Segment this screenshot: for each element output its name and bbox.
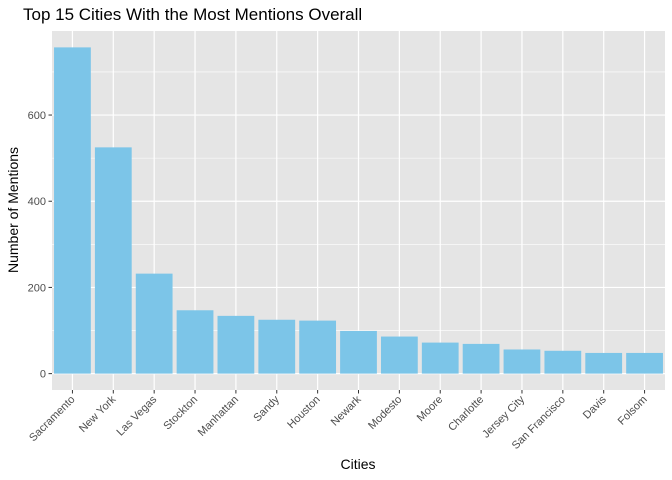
bar	[135, 273, 173, 374]
x-axis-title: Cities	[340, 456, 375, 472]
bar	[94, 147, 132, 374]
bars	[54, 47, 663, 374]
bar	[340, 330, 377, 374]
bar	[380, 336, 418, 374]
y-tick-label: 400	[28, 196, 46, 208]
x-tick-label: Stockton	[161, 394, 200, 433]
chart-title: Top 15 Cities With the Most Mentions Ove…	[23, 5, 362, 24]
x-tick-label: Davis	[581, 393, 609, 421]
x-tick-label: Moore	[415, 394, 446, 425]
x-tick-label: Las Vegas	[114, 393, 159, 438]
x-tick-label: Sandy	[251, 393, 282, 424]
x-tick-label: Sacramento	[27, 394, 77, 444]
bar	[176, 310, 214, 374]
y-axis: 0 200 400 600	[28, 110, 52, 381]
bar	[544, 350, 582, 374]
x-tick-label: Manhattan	[196, 394, 241, 439]
x-tick-label: Modesto	[366, 394, 404, 432]
bar	[258, 319, 296, 374]
bar	[626, 352, 663, 374]
y-tick-label: 600	[28, 110, 46, 122]
bar	[503, 349, 541, 374]
y-tick-label: 200	[28, 282, 46, 294]
bar	[421, 342, 459, 374]
y-tick-label: 0	[40, 369, 46, 381]
bar	[217, 315, 255, 374]
bar	[299, 320, 337, 374]
bar	[585, 352, 623, 374]
x-tick-label: New York	[77, 393, 119, 435]
x-tick-label: Newark	[329, 393, 364, 428]
bar	[462, 343, 500, 374]
y-axis-title: Number of Mentions	[5, 147, 21, 273]
bar	[54, 47, 91, 374]
x-tick-label: Folsom	[616, 394, 650, 428]
x-tick-label: Charlotte	[446, 394, 486, 434]
x-tick-label: Houston	[285, 394, 322, 431]
